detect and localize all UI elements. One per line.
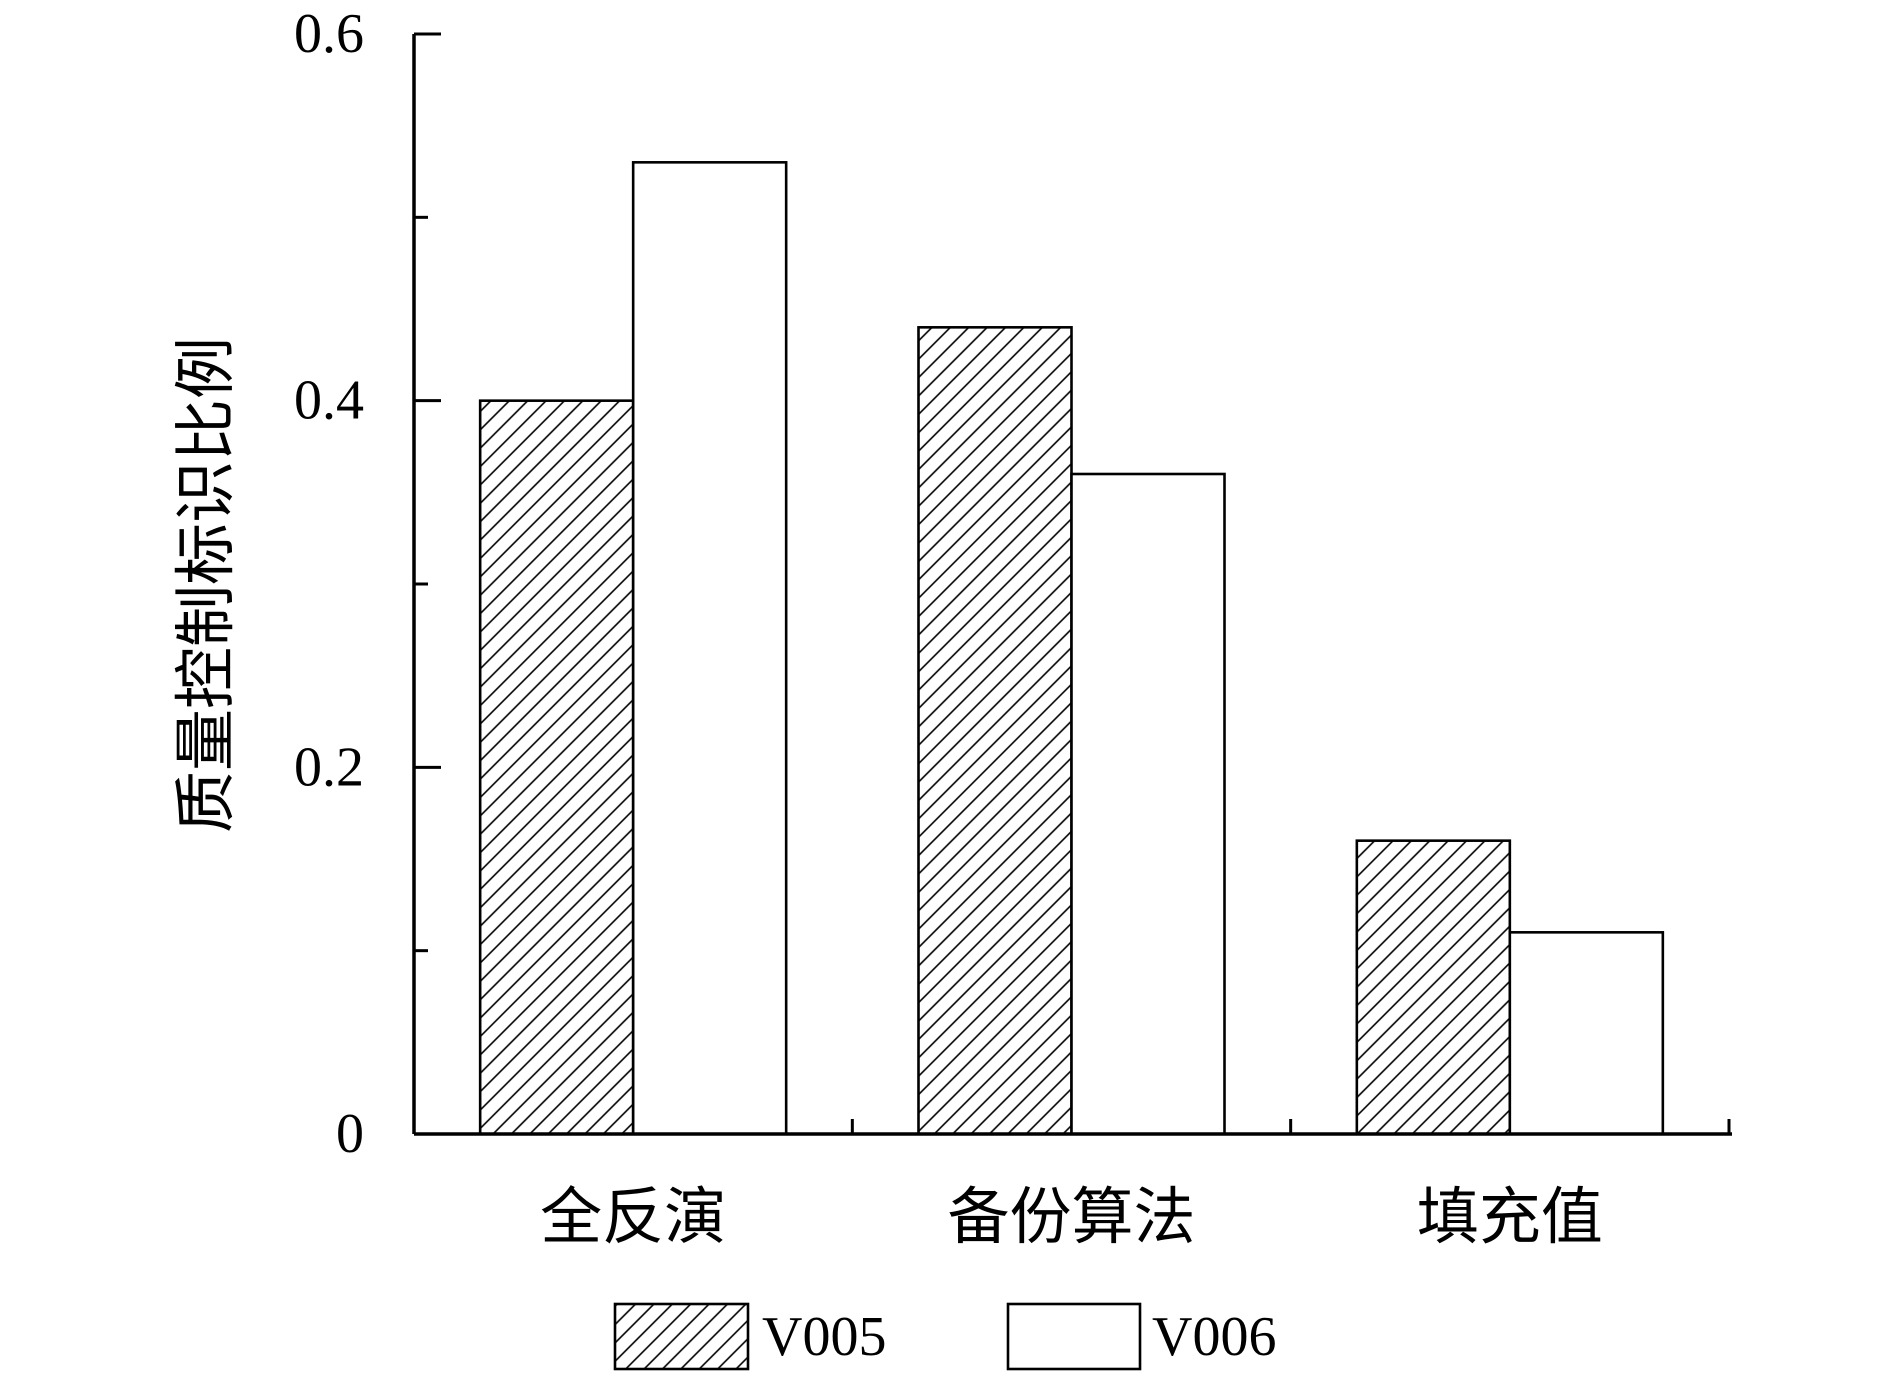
y-tick-label: 0.4	[294, 370, 364, 432]
y-tick-label: 0	[336, 1103, 364, 1165]
bar-v005-category-3	[1355, 839, 1512, 1136]
bar-v006-category-2	[1070, 472, 1226, 1136]
y-axis-label: 质量控制标识比例	[173, 337, 241, 833]
legend-swatch-v006	[1006, 1302, 1142, 1371]
bars-group	[478, 161, 1665, 1136]
bar-v006-category-3	[1508, 931, 1665, 1136]
ticks-group: 0 0.2 0.4 0.6	[294, 3, 1731, 1165]
legend: V005 V006	[613, 1302, 1276, 1371]
legend-swatch-v005	[613, 1302, 750, 1371]
x-tick-label: 备份算法	[947, 1184, 1195, 1252]
x-tick-label: 填充值	[1417, 1184, 1603, 1252]
y-tick-label: 0.6	[294, 3, 364, 65]
bar-v005-category-1	[478, 399, 635, 1136]
legend-label-v005: V005	[762, 1306, 886, 1368]
bar-v005-category-2	[917, 326, 1073, 1136]
x-tick-label: 全反演	[540, 1184, 726, 1252]
bar-v006-category-1	[631, 161, 788, 1136]
legend-label-v006: V006	[1152, 1306, 1276, 1368]
x-tick-labels: 全反演 备份算法 填充值	[540, 1184, 1603, 1252]
y-tick-label: 0.2	[294, 736, 364, 798]
